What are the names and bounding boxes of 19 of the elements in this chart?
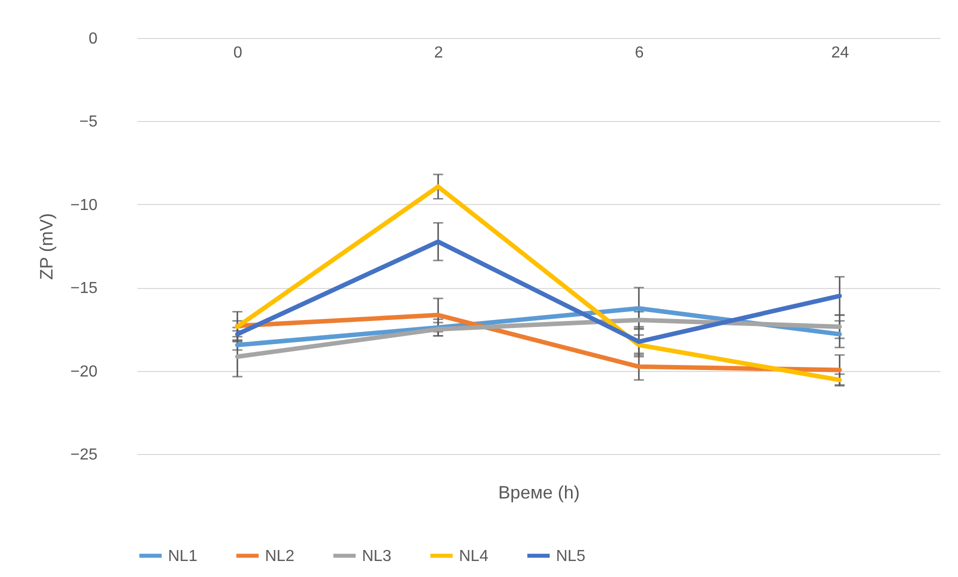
y-axis-title: ZP (mV) [36,213,56,280]
legend-label: NL4 [459,548,488,565]
x-axis-title: Време (h) [498,482,580,502]
line-series [235,318,842,359]
legend-label: NL5 [556,548,586,565]
legend-label: NL1 [168,548,198,565]
x-tick-label: 24 [831,44,850,62]
legend-label: NL3 [362,548,392,565]
y-tick-label: −15 [70,280,98,298]
y-tick-label: −20 [70,363,98,380]
x-tick-label: 0 [233,44,242,62]
y-tick-label: −10 [70,196,98,214]
x-tick-label: 6 [634,44,644,62]
y-tick-label: −5 [79,114,98,131]
y-tick-label: 0 [88,30,98,48]
x-tick-label: 2 [434,44,444,62]
legend-label: NL2 [265,548,294,565]
line-series [235,239,842,344]
y-tick-label: −25 [70,446,98,464]
